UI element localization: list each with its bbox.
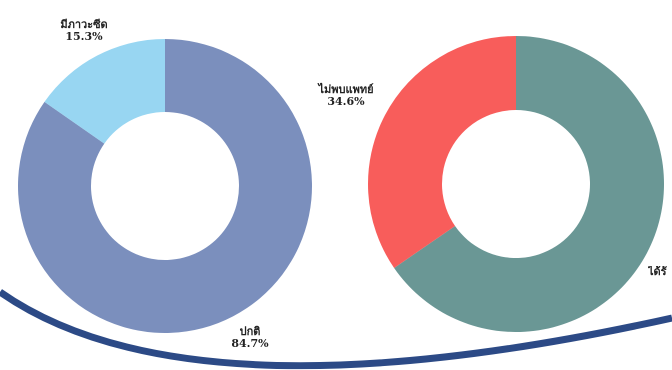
label-no-doctor: ไม่พบแพทย์ 34.6% — [310, 84, 382, 108]
anemia-slice-0 — [18, 39, 313, 333]
donut-chart-anemia — [18, 39, 313, 333]
anemia-slice-1 — [44, 39, 165, 144]
label-normal-name: ปกติ — [239, 325, 261, 338]
label-normal: ปกติ 84.7% — [228, 326, 272, 350]
doctor-slice-1 — [368, 36, 516, 268]
label-anemia-name: มีภาวะซีด — [60, 18, 108, 31]
label-normal-value: 84.7% — [231, 337, 269, 350]
decorative-arc — [0, 289, 672, 370]
doctor-slice-0 — [394, 36, 664, 332]
label-received-name: ได้รั — [648, 266, 667, 278]
label-anemia-value: 15.3% — [65, 30, 103, 43]
label-received: ได้รั — [648, 266, 672, 278]
donut-chart-doctor — [368, 36, 664, 332]
label-no-doctor-value: 34.6% — [327, 95, 365, 108]
label-no-doctor-name: ไม่พบแพทย์ — [318, 83, 374, 96]
label-anemia: มีภาวะซีด 15.3% — [54, 19, 114, 43]
